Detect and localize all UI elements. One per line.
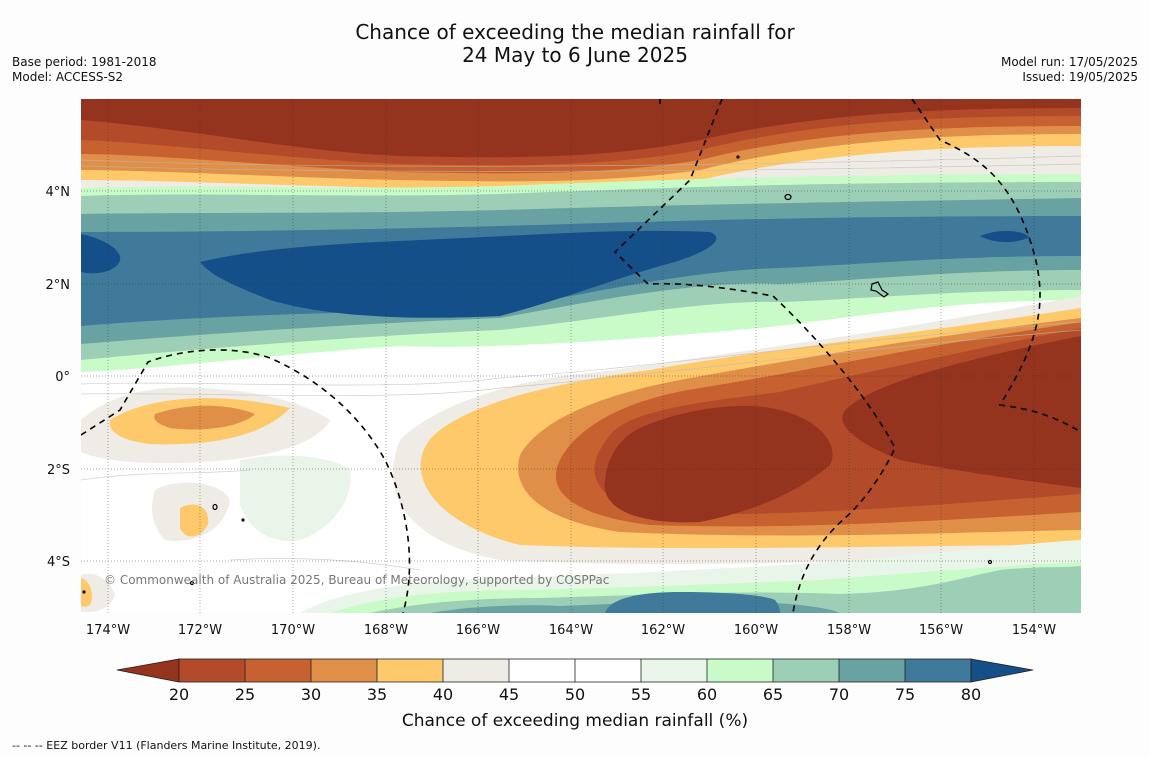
colorbar-tick: 45 (499, 685, 519, 704)
colorbar: 20 25 30 35 40 45 50 55 60 65 70 75 80 C… (116, 658, 1034, 731)
copyright-text: © Commonwealth of Australia 2025, Bureau… (104, 573, 609, 587)
lon-label: 174°W (86, 623, 130, 638)
colorbar-swatch (707, 659, 773, 682)
lon-label: 172°W (178, 623, 222, 638)
lon-labels: 174°W 172°W 170°W 168°W 166°W 164°W 162°… (86, 623, 1056, 638)
model-name: Model: ACCESS-S2 (12, 70, 124, 84)
colorbar-tick: 40 (433, 685, 453, 704)
colorbar-swatch (773, 659, 839, 682)
colorbar-swatch (179, 659, 245, 682)
colorbar-swatch (311, 659, 377, 682)
lon-label: 158°W (827, 623, 871, 638)
lat-label: 4°S (47, 555, 70, 570)
colorbar-swatch (575, 659, 641, 682)
colorbar-tick: 75 (895, 685, 915, 704)
lat-label: 0° (55, 370, 70, 385)
colorbar-tick: 30 (301, 685, 321, 704)
eez-borders (81, 99, 1081, 613)
issued-date: Issued: 19/05/2025 (1022, 70, 1138, 84)
colorbar-swatch (509, 659, 575, 682)
lat-label: 2°N (46, 278, 71, 293)
colorbar-tick: 80 (961, 685, 981, 704)
lon-label: 168°W (364, 623, 408, 638)
eez-legend-note: -- -- -- EEZ border V11 (Flanders Marine… (12, 739, 321, 752)
title-line-1: Chance of exceeding the median rainfall … (355, 20, 795, 44)
lon-label: 154°W (1012, 623, 1056, 638)
colorbar-title: Chance of exceeding median rainfall (%) (402, 711, 748, 731)
colorbar-swatch (839, 659, 905, 682)
lat-label: 4°N (46, 185, 71, 200)
colorbar-tick: 20 (169, 685, 189, 704)
base-period: Base period: 1981-2018 (12, 55, 157, 69)
lon-label: 164°W (549, 623, 593, 638)
model-run: Model run: 17/05/2025 (1000, 55, 1138, 69)
lon-label: 160°W (734, 623, 778, 638)
colorbar-swatch (641, 659, 707, 682)
colorbar-swatch (377, 659, 443, 682)
colorbar-swatch (905, 659, 971, 682)
colorbar-extend-high (970, 658, 1034, 683)
colorbar-tick: 55 (631, 685, 651, 704)
contour-fill: © Commonwealth of Australia 2025, Bureau… (81, 99, 1081, 613)
lon-label: 170°W (271, 623, 315, 638)
lat-labels: 4°N 2°N 0° 2°S 4°S (46, 185, 71, 570)
colorbar-tick: 65 (763, 685, 783, 704)
colorbar-extend-low (116, 658, 180, 683)
colorbar-tick: 60 (697, 685, 717, 704)
lon-label: 166°W (456, 623, 500, 638)
colorbar-swatch (443, 659, 509, 682)
colorbar-tick: 35 (367, 685, 387, 704)
colorbar-tick: 50 (565, 685, 585, 704)
meta-right: Model run: 17/05/2025 Issued: 19/05/2025 (1001, 55, 1138, 85)
lon-label: 156°W (919, 623, 963, 638)
colorbar-tick: 25 (235, 685, 255, 704)
lat-label: 2°S (47, 463, 70, 478)
islands (82, 155, 993, 594)
colorbar-tick: 70 (829, 685, 849, 704)
lon-label: 162°W (641, 623, 685, 638)
title-line-2: 24 May to 6 June 2025 (462, 43, 688, 67)
colorbar-swatch (245, 659, 311, 682)
meta-left: Base period: 1981-2018 Model: ACCESS-S2 (12, 55, 157, 85)
